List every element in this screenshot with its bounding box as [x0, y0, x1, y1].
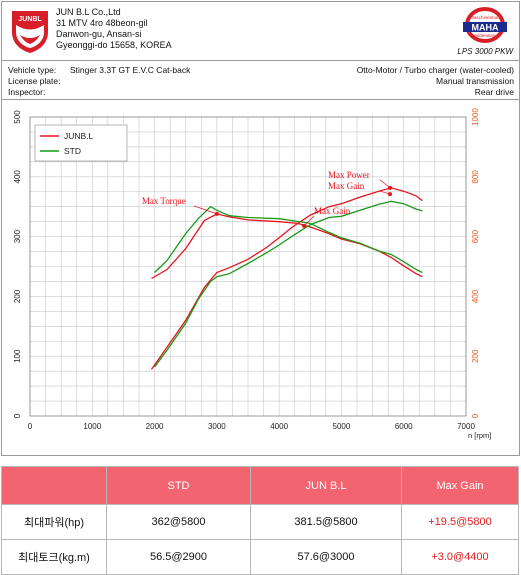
- x-tick-label: 1000: [83, 422, 101, 431]
- series-line-std-power: [154, 200, 423, 368]
- report-header: JUNBL JUN B.L Co.,Ltd 31 MTV 4ro 48beon-…: [2, 2, 519, 61]
- maha-model: LPS 3000 PKW: [457, 47, 513, 56]
- legend-label: STD: [64, 146, 81, 156]
- series-line-std-torque: [154, 205, 423, 274]
- row-label: 최대토크(kg.m): [1, 539, 107, 575]
- company-city: Gyeonggi-do 15658, KOREA: [56, 40, 172, 50]
- svg-text:MAHA: MAHA: [472, 23, 499, 33]
- annotation-leader: [193, 205, 217, 215]
- company-address: JUN B.L Co.,Ltd 31 MTV 4ro 48beon-gil Da…: [56, 7, 172, 51]
- y-right-tick-label: 600: [471, 229, 480, 243]
- x-axis-label: n [rpm]: [468, 431, 491, 440]
- annotation-label: Max Gain: [314, 206, 351, 216]
- y-left-tick-label: 300: [13, 229, 22, 243]
- engine-type: Otto-Motor / Turbo charger (water-cooled…: [356, 65, 514, 75]
- company-district: Danwon-gu, Ansan-si: [56, 29, 142, 39]
- table-header-std: STD: [106, 466, 251, 505]
- series-line-junbl-power: [150, 187, 423, 370]
- x-tick-label: 0: [28, 422, 33, 431]
- drive-type: Rear drive: [474, 87, 514, 97]
- company-name: JUN B.L Co.,Ltd: [56, 7, 121, 17]
- legend-box: [34, 124, 128, 162]
- y-right-tick-label: 1000: [471, 108, 480, 126]
- results-table: STD JUN B.L Max Gain 최대파워(hp) 362@5800 3…: [1, 466, 519, 575]
- row-label: 최대파워(hp): [1, 504, 107, 540]
- table-header-gain: Max Gain: [401, 466, 519, 505]
- inspector-label: Inspector:: [8, 87, 46, 97]
- y-right-tick-label: 400: [471, 289, 480, 303]
- annotation-dot: [388, 185, 393, 190]
- x-tick-label: 4000: [270, 422, 288, 431]
- row-gain: +19.5@5800: [401, 504, 519, 540]
- annotation-dot: [214, 211, 219, 216]
- x-tick-label: 5000: [333, 422, 351, 431]
- svg-text:JUNBL: JUNBL: [18, 16, 42, 23]
- y-left-tick-label: 200: [13, 289, 22, 303]
- row-gain: +3.0@4400: [401, 539, 519, 575]
- y-left-tick-label: 0: [13, 413, 22, 418]
- svg-text:Haldenwang: Haldenwang: [472, 33, 498, 38]
- company-street: 31 MTV 4ro 48beon-gil: [56, 18, 148, 28]
- annotation-label: Max Torque: [142, 196, 186, 206]
- annotation-leader: [303, 215, 315, 227]
- annotation-leader: [379, 179, 391, 189]
- table-row: 최대토크(kg.m) 56.5@2900 57.6@3000 +3.0@4400: [1, 539, 519, 575]
- y-right-tick-label: 0: [471, 413, 480, 418]
- annotation-dot: [302, 223, 307, 228]
- table-header-junbl: JUN B.L: [250, 466, 402, 505]
- x-tick-label: 7000: [457, 422, 475, 431]
- junbl-shield-logo-icon: JUNBL: [12, 11, 48, 53]
- dyno-report-sheet: JUNBL JUN B.L Co.,Ltd 31 MTV 4ro 48beon-…: [1, 1, 520, 456]
- table-row: 최대파워(hp) 362@5800 381.5@5800 +19.5@5800: [1, 504, 519, 540]
- y-left-tick-label: 400: [13, 170, 22, 184]
- y-right-tick-label: 800: [471, 170, 480, 184]
- table-header-row: STD JUN B.L Max Gain: [1, 466, 519, 505]
- series-line-junbl-torque: [151, 213, 423, 280]
- legend-label: JUNB.L: [64, 131, 94, 141]
- transmission-type: Manual transmission: [436, 76, 514, 86]
- y-left-tick-label: 100: [13, 349, 22, 363]
- svg-text:Maschinenbau: Maschinenbau: [470, 15, 500, 20]
- table-header-blank: [1, 466, 107, 505]
- x-tick-label: 3000: [208, 422, 226, 431]
- maha-logo-icon: Maschinenbau Haldenwang MAHA: [463, 7, 507, 43]
- vehicle-type-label: Vehicle type:: [8, 65, 57, 75]
- annotation-dot: [388, 192, 393, 197]
- license-plate-label: License plate:: [8, 76, 61, 86]
- x-tick-label: 2000: [146, 422, 164, 431]
- y-right-tick-label: 200: [471, 349, 480, 363]
- row-junbl: 57.6@3000: [250, 539, 402, 575]
- plot-frame: [29, 116, 467, 417]
- vehicle-info: Vehicle type: Stinger 3.3T GT E.V.C Cat-…: [2, 61, 519, 100]
- annotation-label: Max Power: [328, 170, 370, 180]
- y-left-tick-label: 500: [13, 110, 22, 124]
- row-std: 362@5800: [106, 504, 251, 540]
- x-tick-label: 6000: [395, 422, 413, 431]
- vehicle-type-value: Stinger 3.3T GT E.V.C Cat-back: [70, 65, 191, 75]
- row-junbl: 381.5@5800: [250, 504, 402, 540]
- annotation-label: Max Gain: [328, 181, 365, 191]
- row-std: 56.5@2900: [106, 539, 251, 575]
